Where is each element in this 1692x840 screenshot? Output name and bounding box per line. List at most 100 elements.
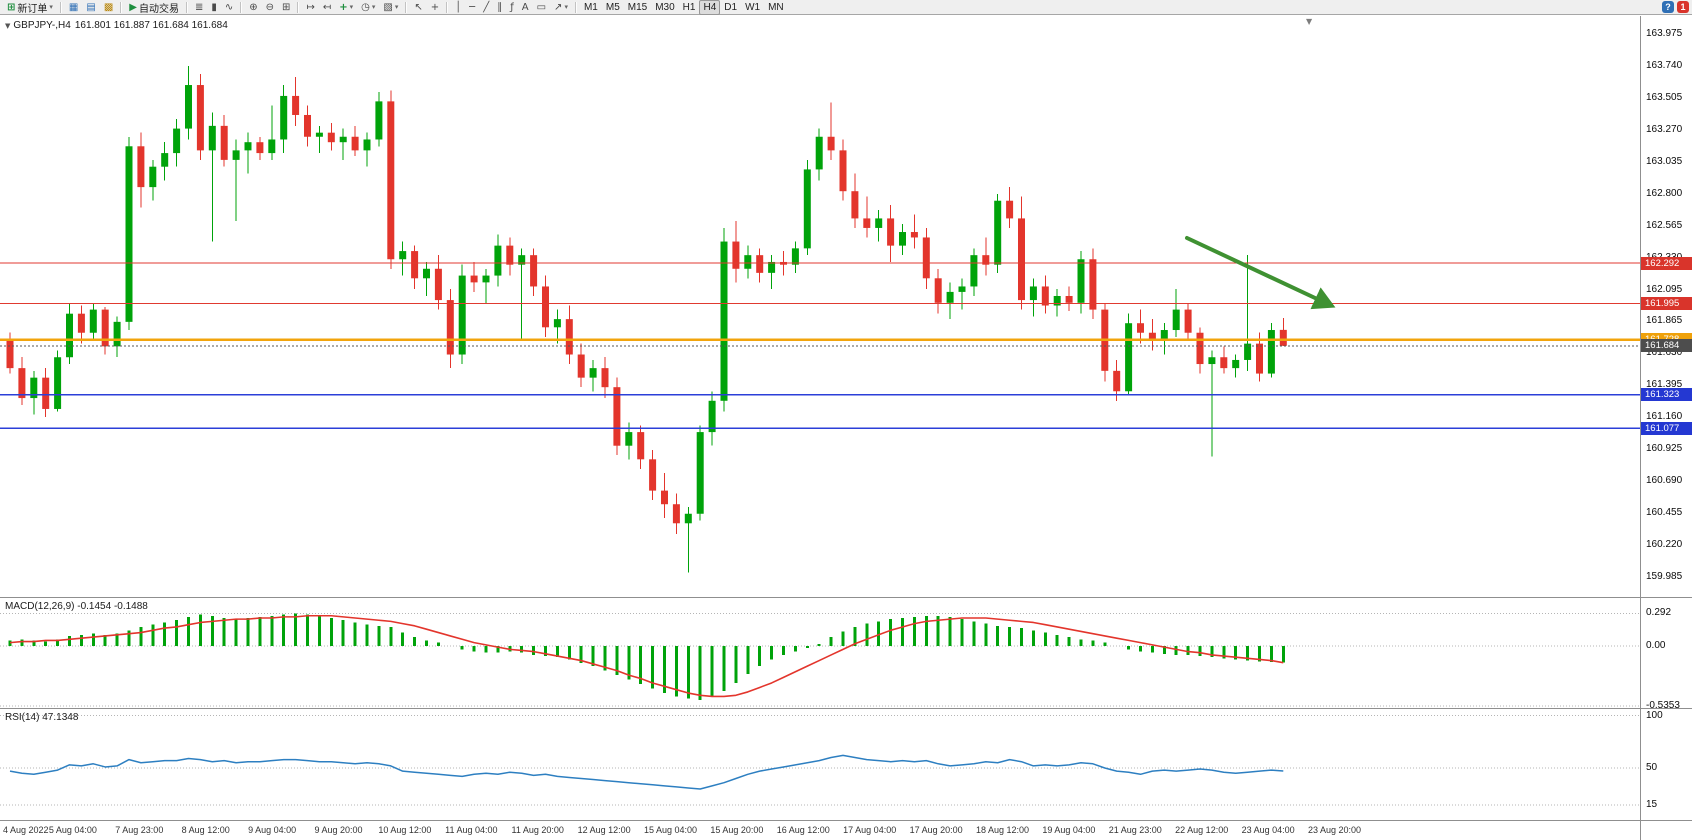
bull-candle <box>768 261 776 273</box>
rsi-panel-canvas[interactable] <box>0 709 1640 820</box>
time-axis[interactable]: 4 Aug 2022 5 Aug 04:00 7 Aug 23:00 8 Aug 12… <box>0 820 1640 840</box>
panel-splitter-macd[interactable] <box>0 597 1692 598</box>
vertical-line-icon: │ <box>455 1 462 13</box>
macd-tick-label: 0.00 <box>1646 640 1666 651</box>
timeframe-h4-button-label: H4 <box>703 1 717 13</box>
bar-chart-button[interactable]: ≣ <box>191 0 207 15</box>
zoom-in-button[interactable]: ⊕ <box>245 0 261 15</box>
templates-button[interactable]: ▧ ▾ <box>379 0 402 15</box>
toolbar-separator <box>120 1 123 13</box>
bear-candle <box>756 255 764 273</box>
navigator-button[interactable]: ▩ <box>100 0 117 15</box>
macd-tick-label: -0.5353 <box>1646 699 1680 711</box>
community-icon[interactable]: ? <box>1662 1 1674 13</box>
trendline-button[interactable]: ╱ <box>479 0 493 15</box>
chart-shift-button[interactable]: ↤ <box>319 0 335 15</box>
time-tick-label: 9 Aug 20:00 <box>314 825 363 835</box>
bull-candle <box>625 432 633 446</box>
bear-candle <box>137 146 145 188</box>
data-window-button[interactable]: ▤ <box>82 0 99 15</box>
timeframe-m15-button[interactable]: M15 <box>624 0 651 15</box>
cursor-button[interactable]: ↖ <box>410 0 426 15</box>
bear-candle <box>1018 218 1025 301</box>
fibonacci-button[interactable]: ƒ <box>506 0 518 15</box>
time-tick-label: 12 Aug 12:00 <box>577 825 631 835</box>
timeframe-d1-button[interactable]: D1 <box>720 0 741 15</box>
bull-candle <box>684 513 692 524</box>
dropdown-caret-icon: ▾ <box>371 3 376 11</box>
timeframe-h4-button[interactable]: H4 <box>699 0 721 15</box>
price-chart-canvas[interactable] <box>0 16 1640 597</box>
bull-candle <box>1053 295 1061 306</box>
timeframe-m30-button[interactable]: M30 <box>651 0 678 15</box>
alert-badge-icon[interactable]: 1 <box>1677 1 1689 13</box>
auto-scroll-icon: ↦ <box>306 1 315 13</box>
auto-trading-button-label: 自动交易 <box>138 3 179 15</box>
chart-window: ▼ GBPJPY-,H4 161.801 161.887 161.684 161.6… <box>0 16 1692 840</box>
tile-windows-button[interactable]: ⊞ <box>278 0 294 15</box>
bear-candle <box>77 313 85 333</box>
auto-scroll-button[interactable]: ↦ <box>302 0 318 15</box>
bear-candle <box>732 241 740 269</box>
periods-icon: ◷ <box>361 1 370 13</box>
arrows-button[interactable]: ↗ ▾ <box>550 0 572 15</box>
price-tick-label: 161.395 <box>1646 379 1683 391</box>
time-tick-label: 11 Aug 04:00 <box>445 825 498 835</box>
bull-candle <box>423 268 430 279</box>
dropdown-caret-icon: ▾ <box>49 3 53 11</box>
panel-splitter-rsi[interactable] <box>0 708 1692 709</box>
text-button[interactable]: A <box>518 0 533 15</box>
label-icon: ▭ <box>536 1 547 13</box>
dropdown-caret-icon: ▾ <box>349 3 354 11</box>
bear-candle <box>910 232 918 238</box>
bull-candle <box>339 136 347 143</box>
crosshair-button[interactable]: + <box>427 0 443 15</box>
bull-candle <box>89 309 97 333</box>
indicators-button[interactable]: + ▾ <box>335 0 357 15</box>
market-watch-button[interactable]: ▦ <box>65 0 82 15</box>
zoom-out-button[interactable]: ⊖ <box>262 0 278 15</box>
price-tag: 161.995 <box>1641 296 1692 310</box>
bull-candle <box>494 245 502 276</box>
channel-button[interactable]: ∥ <box>493 0 506 15</box>
time-tick-label: 17 Aug 20:00 <box>909 825 963 835</box>
bull-candle <box>815 136 823 170</box>
toolbar-separator <box>297 1 300 13</box>
auto-trading-button[interactable]: ▶ 自动交易 <box>125 0 183 15</box>
bull-candle <box>720 241 728 401</box>
bull-candle <box>803 169 811 249</box>
trend-arrow-object[interactable] <box>1185 236 1336 310</box>
vertical-line-button[interactable]: │ <box>451 0 465 15</box>
symbol-period-label: GBPJPY-,H4 <box>13 20 71 31</box>
timeframe-mn-button[interactable]: MN <box>764 0 788 15</box>
bear-candle <box>863 218 871 228</box>
timeframe-h1-button[interactable]: H1 <box>679 0 700 15</box>
timeframe-m1-button[interactable]: M1 <box>580 0 602 15</box>
line-chart-button[interactable]: ∿ <box>221 0 237 15</box>
collapse-indicator-icon[interactable]: ▼ <box>5 22 11 30</box>
bear-candle <box>887 218 895 246</box>
bull-candle <box>30 377 38 399</box>
chart-shift-marker-icon[interactable]: ▼ <box>1306 17 1313 26</box>
macd-panel-canvas[interactable] <box>0 598 1640 708</box>
timeframe-w1-button[interactable]: W1 <box>741 0 764 15</box>
bear-candle <box>446 300 454 355</box>
candlestick-chart-button[interactable]: ▮ <box>207 0 221 15</box>
price-axis[interactable]: 163.975 163.740 163.505 163.270 163.035 162.8… <box>1641 16 1692 840</box>
bull-candle <box>458 275 466 355</box>
time-tick-label: 23 Aug 20:00 <box>1307 825 1362 835</box>
bear-candle <box>1196 332 1204 365</box>
new-order-button[interactable]: ⊞ 新订单 ▾ <box>3 0 57 15</box>
periods-button[interactable]: ◷ ▾ <box>357 0 379 15</box>
timeframe-m5-button[interactable]: M5 <box>602 0 624 15</box>
horizontal-line-button[interactable]: ─ <box>465 0 479 15</box>
chart-ohlc-readout: ▼ GBPJPY-,H4 161.801 161.887 161.684 161.6… <box>5 20 228 31</box>
bull-candle <box>1232 359 1240 369</box>
label-button[interactable]: ▭ <box>533 0 550 15</box>
timeframe-m1-button-label: M1 <box>583 1 598 13</box>
bull-candle <box>244 142 252 151</box>
macd-readout: MACD(12,26,9) -0.1454 -0.1488 <box>5 601 148 612</box>
toolbar-right-icons: ? 1 <box>1662 1 1689 13</box>
bear-candle <box>649 459 657 491</box>
new-order-button-label: 新订单 <box>17 3 48 15</box>
